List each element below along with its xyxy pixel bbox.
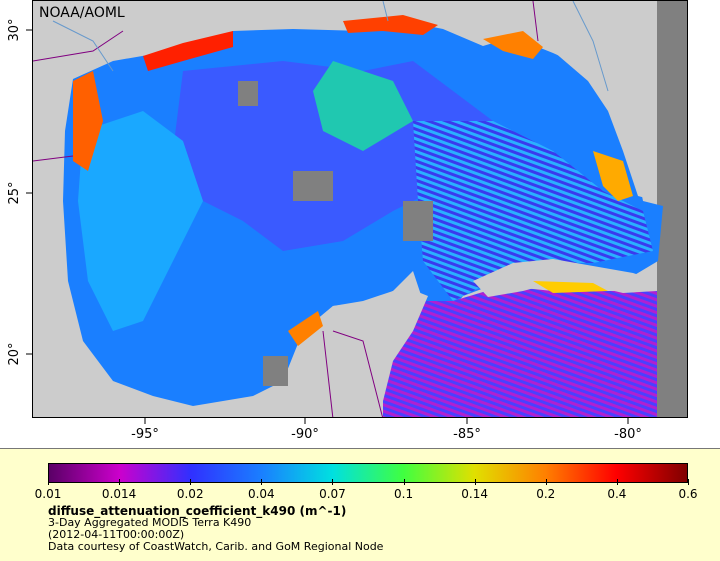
longitude-tick-label: -80° xyxy=(614,427,642,442)
eastern-striped-region xyxy=(413,121,653,301)
central-green-patch xyxy=(313,61,413,151)
colorbar-tick-label: 0.014 xyxy=(101,487,137,501)
map-credit: NOAA/AOML xyxy=(39,5,125,21)
longitude-tick-label: -95° xyxy=(131,427,159,442)
no-data-patch xyxy=(263,356,288,386)
caribbean-striped-region xyxy=(383,286,657,417)
cuba-coastal-band xyxy=(533,281,608,293)
yucatan-coastal-band xyxy=(288,311,323,346)
florida-coastal-band xyxy=(483,31,543,59)
colorbar xyxy=(48,463,688,483)
longitude-tick-label: -85° xyxy=(453,427,481,442)
cuba-island xyxy=(473,259,657,297)
map-canvas xyxy=(33,1,687,417)
colorbar-tick-label: 0.2 xyxy=(536,487,556,501)
colorbar-tick xyxy=(688,479,689,485)
colorbar-tick xyxy=(190,479,192,485)
colorbar-tick-label: 0.14 xyxy=(461,487,489,501)
colorbar-tick xyxy=(474,479,476,485)
colorbar-tick xyxy=(332,479,334,485)
west-florida-shelf-band xyxy=(593,151,633,201)
colorbar-tick-label: 0.04 xyxy=(247,487,275,501)
latitude-tick-label: 20° xyxy=(7,342,22,365)
colorbar-tick xyxy=(261,479,263,485)
political-border xyxy=(33,1,539,417)
latitude-tick-label: 25° xyxy=(7,181,22,204)
no-data-patch xyxy=(238,81,258,106)
map-area: NOAA/AOML xyxy=(32,0,688,418)
colorbar-tick xyxy=(48,479,49,485)
latitude-tick-label: 30° xyxy=(7,18,22,41)
no-data-patch xyxy=(403,201,433,241)
colorbar-tick-label: 0.4 xyxy=(607,487,627,501)
legend-panel: 0.01 0.014 0.02 0.04 0.07 0.1 0.14 0.2 0.4 0.6 di… xyxy=(0,448,720,561)
legend-date-line: (2012-04-11T00:00:00Z) xyxy=(48,528,185,541)
no-data-patch xyxy=(293,171,333,201)
longitude-tick-label: -90° xyxy=(291,427,319,442)
mississippi-plume xyxy=(343,15,438,35)
colorbar-tick xyxy=(545,479,547,485)
colorbar-tick-label: 0.02 xyxy=(176,487,204,501)
legend-courtesy-line: Data courtesy of CoastWatch, Carib. and … xyxy=(48,540,384,553)
colorbar-tick-label: 0.07 xyxy=(319,487,346,501)
river-lines xyxy=(52,1,609,92)
florida-peninsula xyxy=(533,1,657,201)
legend-dataset-line: 3-Day Aggregated MODIS Terra K490 xyxy=(48,516,252,529)
colorbar-tick xyxy=(119,479,121,485)
western-shelf-cyan xyxy=(78,111,203,331)
colorbar-tick-label: 0.6 xyxy=(678,487,698,501)
texas-coastal-band xyxy=(73,71,103,171)
colorbar-tick-label: 0.01 xyxy=(34,487,62,501)
deep-water-blue xyxy=(173,61,493,251)
colorbar-tick xyxy=(403,479,405,485)
northern-coastal-turbid-band xyxy=(143,31,233,71)
colorbar-tick xyxy=(616,479,618,485)
legend-variable-name: diffuse_attenuation_coefficient_k490 (m^… xyxy=(48,504,347,518)
colorbar-tick-label: 0.1 xyxy=(394,487,414,501)
